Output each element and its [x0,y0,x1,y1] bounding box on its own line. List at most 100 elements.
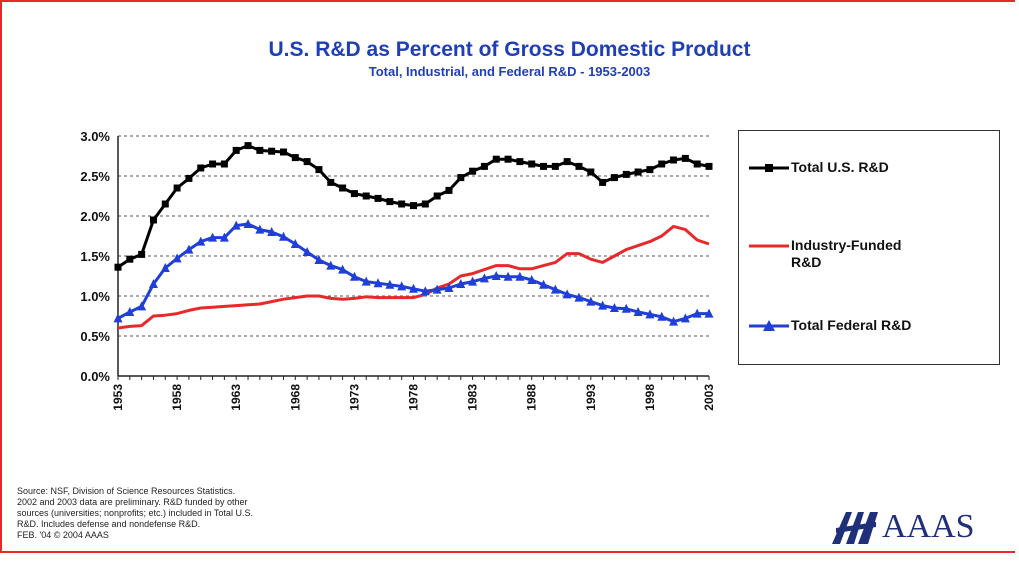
data-point-triangle [633,307,643,316]
data-point-square [197,164,205,172]
data-point-triangle [160,263,170,272]
source-line-4: R&D. Includes defense and nondefense R&D… [17,519,201,529]
data-point-triangle [456,279,466,288]
data-point-square [398,200,406,208]
data-point-triangle [692,308,702,318]
data-point-square [374,194,382,202]
data-point-square [516,158,524,166]
data-point-triangle [184,244,194,254]
data-point-square [575,162,583,170]
y-tick-label: 1.0% [80,289,110,304]
source-note: Source: NSF, Division of Science Resourc… [17,486,447,541]
data-point-square [315,166,323,174]
data-point-triangle [409,283,418,293]
data-point-square [587,168,595,176]
data-point-triangle [657,311,667,321]
legend-label-federal: Total Federal R&D [791,317,912,333]
data-point-square [670,156,678,164]
data-point-square [492,155,500,163]
legend-swatch-total [749,164,789,172]
data-point-square [658,160,666,168]
data-point-triangle [704,308,714,318]
data-point-triangle [208,232,218,242]
data-point-triangle [302,247,312,256]
aaas-logo-text: AAAS [882,508,975,545]
x-tick-label: 1978 [407,384,421,411]
x-tick-label: 1963 [229,384,243,411]
legend-swatch-federal [749,320,789,331]
data-point-square [114,263,122,271]
data-point-square [138,250,146,258]
data-point-triangle [680,313,690,323]
data-point-square [457,174,465,182]
data-point-triangle [609,303,619,312]
data-point-triangle [598,300,608,310]
x-tick-label: 1993 [584,384,598,411]
data-point-triangle [586,296,596,306]
data-point-triangle [503,271,513,281]
data-point-triangle [326,260,336,270]
y-tick-label: 1.5% [80,249,110,264]
data-point-square [504,155,512,163]
data-point-square [634,168,642,176]
legend-label-industry-line1: Industry-Funded [791,237,902,253]
data-point-square [445,186,453,194]
x-tick-label: 1973 [347,384,361,411]
data-point-triangle [125,307,135,316]
data-point-square [161,200,169,208]
aaas-logo: AAAS [832,508,975,546]
data-point-triangle [113,313,123,323]
aaas-logo-icon [832,512,878,544]
data-point-square [327,178,335,186]
y-tick-label: 2.5% [80,169,110,184]
data-point-square [693,160,701,168]
data-point-square [540,162,548,170]
data-point-triangle [219,232,229,242]
data-point-square [421,200,429,208]
data-point-square [149,216,157,224]
series-line-1 [117,224,710,330]
data-point-square [386,198,394,206]
y-tick-label: 2.0% [80,209,110,224]
data-point-square [563,158,571,166]
data-point-square [232,146,240,154]
data-point-triangle [468,276,478,286]
data-point-triangle [527,275,537,284]
data-point-triangle [267,227,277,236]
data-point-square [173,184,181,192]
chart-subtitle: Total, Industrial, and Federal R&D - 195… [368,64,651,79]
data-point-triangle [338,264,348,274]
data-point-square [599,178,607,186]
data-point-triangle [373,278,383,288]
data-point-triangle [432,284,442,294]
x-tick-label: 1983 [466,384,480,411]
data-point-square [646,166,654,174]
data-point-triangle [361,276,371,286]
data-point-triangle [550,284,560,294]
data-point-triangle [621,303,631,313]
data-point-triangle [397,281,407,291]
data-point-square [185,174,193,182]
data-point-triangle [562,289,572,299]
data-point-square [469,167,477,175]
legend-label-industry: Industry-Funded R&D [791,237,991,271]
data-point-triangle [420,286,430,296]
data-point-triangle [479,273,489,283]
data-point-square [303,158,311,166]
x-tick-label: 1988 [525,384,539,411]
data-point-triangle [172,253,182,263]
data-point-square [410,202,417,210]
data-point-triangle [645,309,655,319]
data-point-square [244,142,252,150]
data-point-square [126,255,134,263]
chart-frame [0,0,1015,553]
data-point-square [433,192,441,200]
data-point-triangle [243,219,253,228]
data-point-triangle [278,231,288,241]
data-point-triangle [515,271,525,281]
data-point-square [350,190,358,198]
data-point-square [480,162,488,170]
data-point-triangle [148,279,158,288]
legend-label-total: Total U.S. R&D [791,159,889,175]
